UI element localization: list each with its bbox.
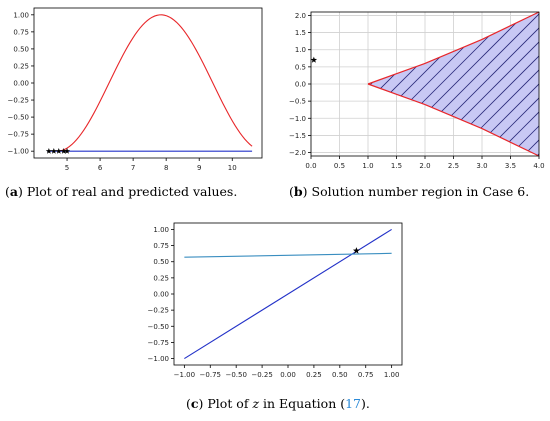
y-tick-label: −1.0 (289, 115, 306, 123)
x-tick-label: 4.0 (533, 162, 544, 170)
hatch-line (408, 12, 539, 156)
y-tick-label: −1.00 (8, 148, 29, 156)
y-tick-label: 0.25 (13, 62, 29, 70)
star-marker (55, 147, 62, 154)
series-real-curve (57, 14, 253, 152)
y-tick-label: −1.00 (148, 355, 169, 363)
y-tick-label: 0.50 (153, 258, 169, 266)
caption-c: (c) Plot of z in Equation (17). (186, 396, 370, 411)
y-tick-label: −0.5 (289, 98, 306, 106)
x-tick-label: −0.25 (251, 371, 272, 379)
chart-solution-region: 0.0 0.5 1.0 1.5 2.0 2.5 3.0 3.5 4.0 −2.0 −1.5 −1.0 −… (275, 0, 545, 178)
x-tick-label: 2.5 (448, 162, 459, 170)
y-tick-label: −0.25 (8, 97, 29, 105)
hatch-line (275, 0, 357, 178)
star-marker (310, 56, 318, 63)
plot-frame (173, 222, 403, 366)
y-tick-label: 0.5 (295, 63, 306, 71)
y-tick-label: 1.5 (295, 29, 306, 37)
x-tick-label: 0.50 (332, 371, 348, 379)
x-tick-label: 0.25 (306, 371, 322, 379)
y-tick-label: 0.25 (153, 274, 169, 282)
y-tick-label: 0.75 (13, 28, 29, 36)
x-tick-label: −0.50 (225, 371, 246, 379)
y-tick-label: −1.5 (289, 132, 306, 140)
hatch-line (275, 0, 287, 178)
y-tick-label: 0.0 (295, 81, 306, 89)
x-tick-label: 7 (131, 164, 135, 172)
y-tick-label: −0.50 (8, 114, 29, 122)
x-tick-label: 0.00 (280, 371, 296, 379)
star-marker (50, 147, 57, 154)
x-tick-label: 0.5 (334, 162, 345, 170)
x-tick-label: 5 (65, 164, 69, 172)
hatch-line (394, 12, 539, 156)
x-tick-label: −0.75 (200, 371, 221, 379)
x-tick-label: 1.5 (391, 162, 402, 170)
star-marker (352, 247, 360, 254)
y-tick-label: −0.50 (148, 323, 169, 331)
star-marker (64, 147, 71, 154)
hatch-line (368, 12, 539, 156)
star-marker (45, 147, 52, 154)
x-tick-label: 3.0 (476, 162, 487, 170)
hatch-line (275, 0, 343, 178)
y-tick-label: −2.0 (289, 149, 306, 157)
star-marker (60, 147, 67, 154)
x-tick-label: 8 (164, 164, 168, 172)
y-tick-label: 1.00 (153, 226, 169, 234)
y-tick-label: −0.25 (148, 307, 169, 315)
y-tick-label: 1.00 (13, 11, 29, 19)
hatch-line (436, 12, 539, 156)
region-lower-edge (367, 83, 540, 157)
hatch-line (368, 12, 539, 156)
chart-z-equation: −1.00 −0.75 −0.50 −0.25 0.00 0.25 0.50 0.75 1.00… (148, 222, 403, 379)
y-tick-label: 0.00 (153, 291, 169, 299)
y-tick-label: −0.75 (8, 131, 29, 139)
x-tick-label: 2.0 (419, 162, 430, 170)
y-tick-label: 0.00 (13, 80, 29, 88)
x-tick-label: −1.00 (174, 371, 195, 379)
x-tick-label: 1.00 (384, 371, 400, 379)
x-tick-label: 3.5 (505, 162, 516, 170)
solution-region (368, 12, 539, 156)
x-tick-label: 1.0 (362, 162, 373, 170)
x-tick-label: 9 (197, 164, 201, 172)
x-tick-label: 10 (228, 164, 237, 172)
caption-b: (b) Solution number region in Case 6. (289, 184, 530, 199)
series-flat-line (184, 252, 392, 258)
plot-frame (310, 11, 540, 157)
chart-real-predicted: 5 6 7 8 9 10 −1.00 −0.75 −0.50 −0.25 0.00 0.25 0.50 0… (8, 7, 263, 172)
y-tick-label: 0.75 (153, 242, 169, 250)
hatch-line (368, 12, 539, 156)
x-tick-label: 6 (98, 164, 103, 172)
x-tick-label: 0.0 (305, 162, 316, 170)
y-tick-label: 1.0 (295, 46, 306, 54)
hatch-line (380, 12, 539, 156)
y-tick-label: −0.75 (148, 339, 169, 347)
y-tick-label: 0.50 (13, 45, 29, 53)
x-tick-label: 0.75 (358, 371, 374, 379)
region-upper-edge (367, 11, 540, 85)
hatch-line (422, 12, 539, 156)
caption-a: (a) Plot of real and predicted values. (5, 184, 238, 199)
plot-frame (33, 7, 263, 159)
series-diagonal-line (184, 228, 392, 360)
y-tick-label: 2.0 (295, 12, 306, 20)
